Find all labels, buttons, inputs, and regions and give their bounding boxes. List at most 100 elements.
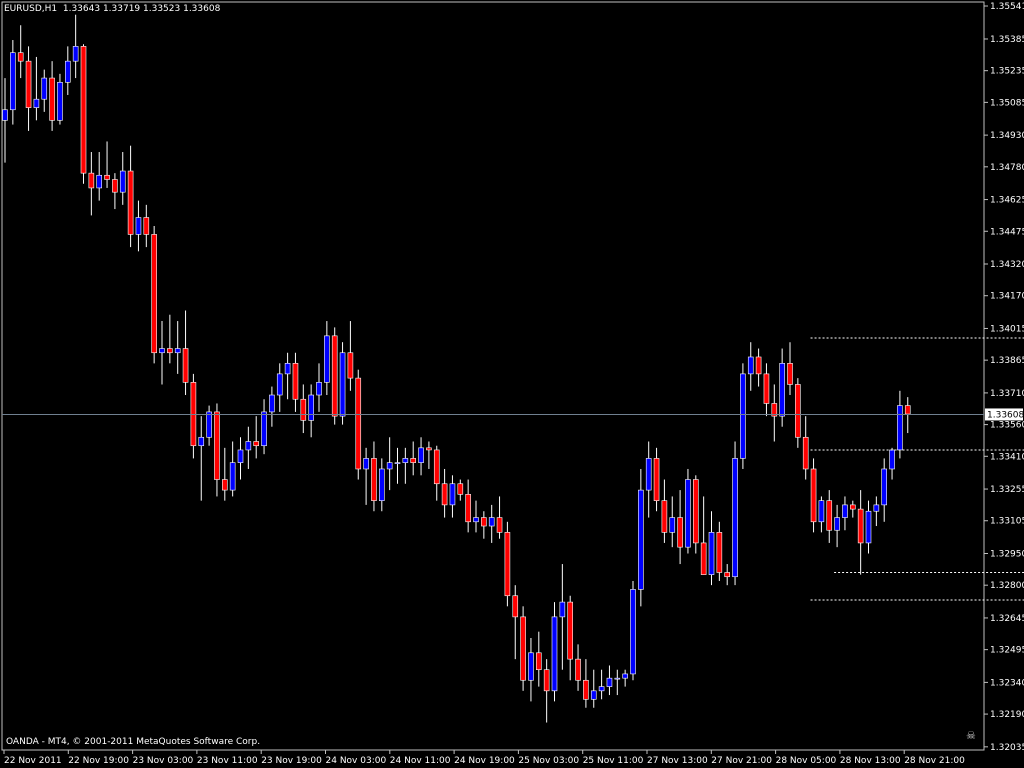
candle-body xyxy=(849,504,856,510)
candle-body xyxy=(261,411,267,447)
y-tick-label: 1.32950 xyxy=(990,549,1024,559)
candle-body xyxy=(127,170,134,235)
y-tick-label: 1.33105 xyxy=(990,517,1024,527)
candle-body xyxy=(567,601,574,660)
y-tick-label: 1.35085 xyxy=(990,98,1024,108)
candle-body xyxy=(214,411,220,480)
candle-body xyxy=(771,403,778,417)
candle-body xyxy=(528,652,534,681)
y-tick-label: 1.35385 xyxy=(990,35,1024,45)
candle-body xyxy=(504,532,511,597)
ohlc-readout: 1.33643 1.33719 1.33523 1.33608 xyxy=(62,4,221,14)
y-tick-label: 1.35541 xyxy=(990,2,1024,12)
candle-body xyxy=(598,686,605,692)
candle-body xyxy=(182,348,189,383)
x-tick-label: 28 Nov 05:00 xyxy=(776,756,837,766)
candle-body xyxy=(763,373,770,404)
candle-body xyxy=(418,447,424,463)
candle-body xyxy=(551,616,558,692)
candle-body xyxy=(590,690,597,700)
candle-body xyxy=(692,479,699,544)
candle-body xyxy=(512,595,519,618)
candle-body xyxy=(732,458,738,578)
candle-body xyxy=(135,217,142,235)
candle-body xyxy=(49,77,55,121)
y-tick-label: 1.33560 xyxy=(990,421,1024,431)
x-tick-label: 24 Nov 19:00 xyxy=(454,756,515,766)
candle-body xyxy=(386,462,393,470)
candle-body xyxy=(237,449,244,463)
candle-body xyxy=(159,348,165,354)
x-tick-label: 25 Nov 11:00 xyxy=(583,756,644,766)
candle-body xyxy=(331,335,338,417)
candle-body xyxy=(167,348,173,354)
candle-body xyxy=(17,52,24,62)
candle-body xyxy=(724,572,731,578)
y-tick-label: 1.32495 xyxy=(990,646,1024,656)
candle-body xyxy=(520,616,526,681)
candle-body xyxy=(72,46,79,62)
candle-body xyxy=(614,677,621,680)
candle-body xyxy=(834,517,840,531)
candle-body xyxy=(402,458,409,463)
y-tick-label: 1.32190 xyxy=(990,710,1024,720)
candle-body xyxy=(818,500,825,523)
y-tick-label: 1.33410 xyxy=(990,452,1024,462)
candle-body xyxy=(433,449,440,485)
current-price-label: 1.33608 xyxy=(987,410,1024,420)
y-tick-label: 1.32800 xyxy=(990,581,1024,591)
candle-body xyxy=(2,109,8,121)
candle-body xyxy=(88,172,95,189)
candle-body xyxy=(465,494,471,523)
candle-body xyxy=(198,436,205,447)
y-tick-label: 1.34930 xyxy=(990,131,1024,141)
x-tick-label: 24 Nov 11:00 xyxy=(390,756,451,766)
candle-body xyxy=(653,458,660,501)
copyright-text: OANDA - MT4, © 2001-2011 MetaQuotes Soft… xyxy=(6,737,261,747)
x-tick-label: 28 Nov 13:00 xyxy=(840,756,901,766)
y-tick-label: 1.34625 xyxy=(990,196,1024,206)
y-tick-label: 1.34170 xyxy=(990,292,1024,302)
candle-body xyxy=(347,352,354,379)
candle-body xyxy=(881,468,888,506)
candle-body xyxy=(677,517,683,548)
y-tick-label: 1.33255 xyxy=(990,485,1024,495)
candle-body xyxy=(394,462,401,464)
candle-body xyxy=(488,517,495,527)
candle-body xyxy=(457,483,464,495)
candle-body xyxy=(795,384,801,438)
candle-body xyxy=(638,489,644,590)
candle-body xyxy=(65,60,71,83)
chart-header: EURUSD,H1 1.33643 1.33719 1.33523 1.3360… xyxy=(4,4,220,14)
candle-body xyxy=(889,449,895,470)
x-tick-label: 22 Nov 19:00 xyxy=(68,756,129,766)
candle-body xyxy=(826,500,833,531)
skull-icon: ☠ xyxy=(966,729,976,742)
y-tick-label: 1.32035 xyxy=(990,743,1024,753)
candle-body xyxy=(300,398,307,421)
candle-body xyxy=(253,441,259,447)
y-tick-label: 1.34780 xyxy=(990,163,1024,173)
y-tick-label: 1.34015 xyxy=(990,324,1024,334)
candle-body xyxy=(685,479,691,548)
candle-body xyxy=(449,483,456,506)
candle-body xyxy=(441,483,448,506)
candle-body xyxy=(857,508,864,544)
candle-body xyxy=(308,394,314,421)
candle-body xyxy=(802,436,809,470)
candle-body xyxy=(57,81,63,121)
candle-body xyxy=(669,517,676,533)
candle-body xyxy=(80,46,87,174)
x-tick-label: 23 Nov 11:00 xyxy=(197,756,258,766)
candle-body xyxy=(473,517,479,523)
candle-body xyxy=(174,348,181,354)
candle-body xyxy=(622,673,628,679)
candle-body xyxy=(645,458,652,491)
candle-body xyxy=(292,363,299,400)
candle-body xyxy=(316,382,322,396)
y-tick-label: 1.32340 xyxy=(990,678,1024,688)
y-tick-label: 1.35235 xyxy=(990,67,1024,77)
candle-body xyxy=(630,589,636,675)
candle-body xyxy=(229,462,236,491)
